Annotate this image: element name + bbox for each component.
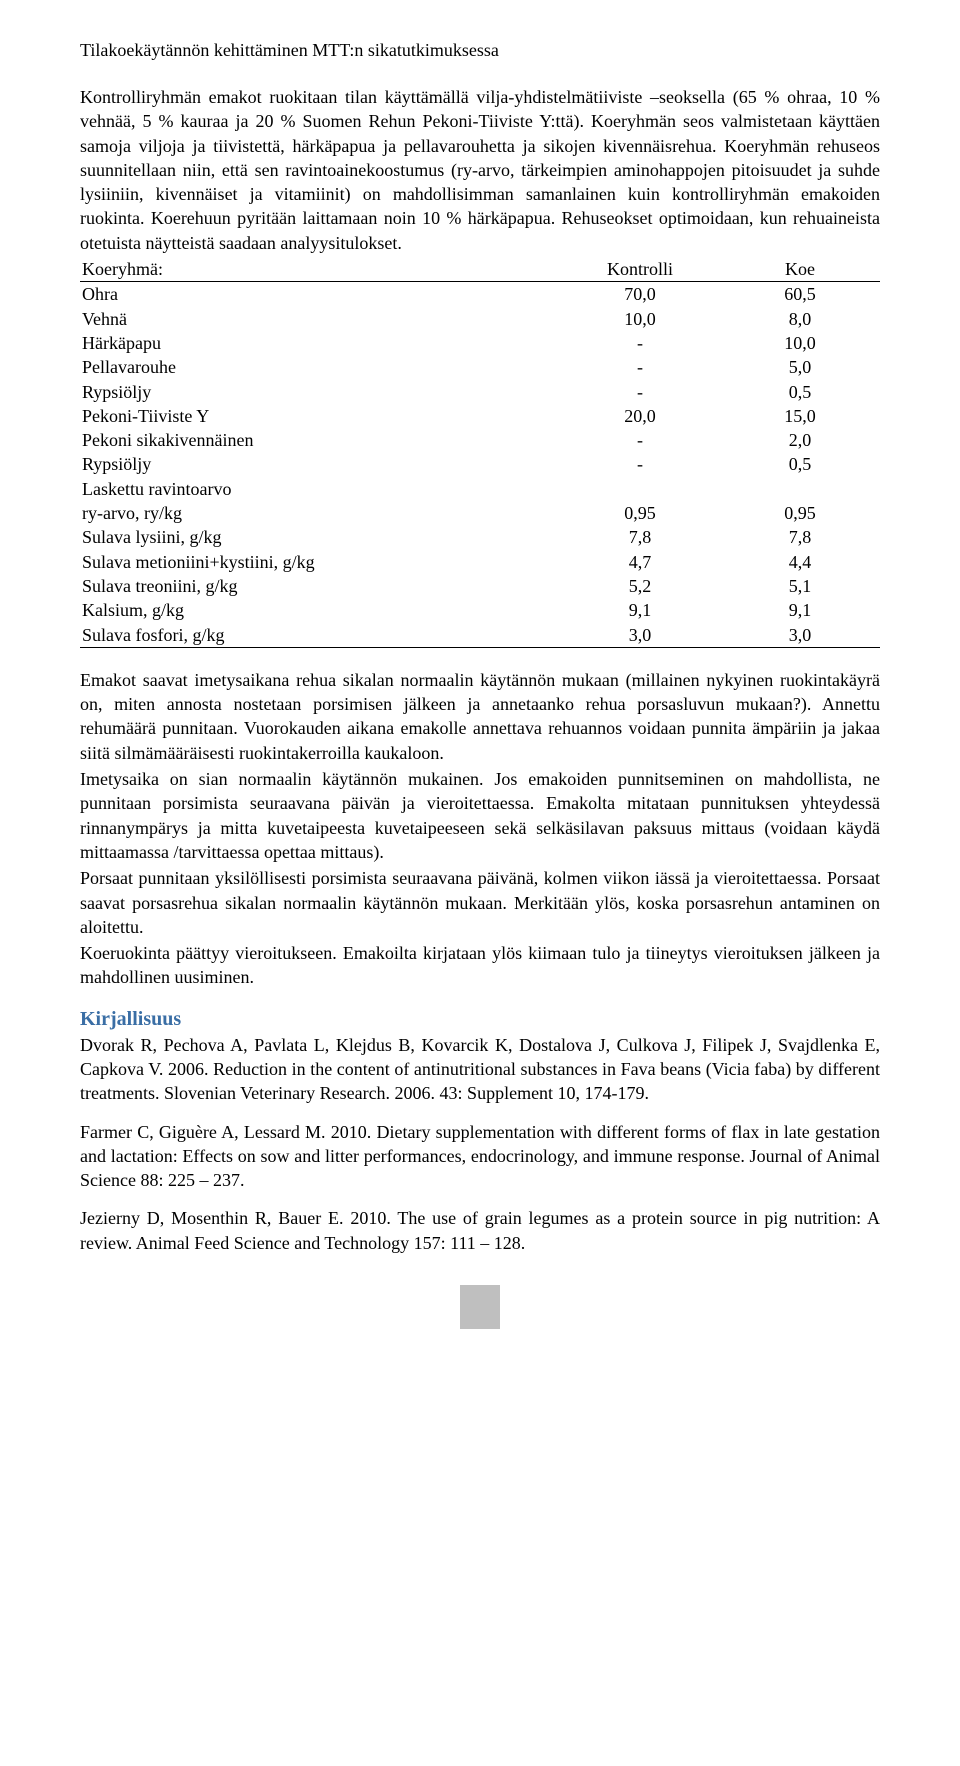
cell-e: 15,0: [720, 404, 880, 428]
body-paragraph-2: Emakot saavat imetysaikana rehua sikalan…: [80, 668, 880, 765]
cell-e: 3,0: [720, 623, 880, 648]
reference-item: Jezierny D, Mosenthin R, Bauer E. 2010. …: [80, 1206, 880, 1255]
table-row: Sulava lysiini, g/kg7,87,8: [80, 525, 880, 549]
cell-k: -: [560, 428, 720, 452]
cell-k: 20,0: [560, 404, 720, 428]
page-number-box: [460, 1285, 500, 1329]
cell-e: 60,5: [720, 282, 880, 307]
cell-k: 4,7: [560, 550, 720, 574]
cell-label: Pekoni sikakivennäinen: [80, 428, 560, 452]
reference-item: Farmer C, Giguère A, Lessard M. 2010. Di…: [80, 1120, 880, 1193]
cell-k: 3,0: [560, 623, 720, 648]
references-heading: Kirjallisuus: [80, 1008, 880, 1031]
cell-label: Rypsiöljy: [80, 452, 560, 476]
cell-k: -: [560, 355, 720, 379]
running-header: Tilakoekäytännön kehittäminen MTT:n sika…: [80, 40, 880, 61]
cell-e: 8,0: [720, 307, 880, 331]
cell-e: 0,95: [720, 501, 880, 525]
table-row: Vehnä10,08,0: [80, 307, 880, 331]
table-row: Rypsiöljy-0,5: [80, 452, 880, 476]
cell-k: -: [560, 380, 720, 404]
cell-e: 5,0: [720, 355, 880, 379]
body-paragraph-4: Porsaat punnitaan yksilöllisesti porsimi…: [80, 866, 880, 939]
cell-k: [560, 477, 720, 501]
page-footer: [80, 1285, 880, 1334]
cell-e: [720, 477, 880, 501]
cell-k: 10,0: [560, 307, 720, 331]
cell-k: 70,0: [560, 282, 720, 307]
th-label: Koeryhmä:: [80, 257, 560, 282]
cell-label: Pellavarouhe: [80, 355, 560, 379]
cell-label: Laskettu ravintoarvo: [80, 477, 560, 501]
cell-k: 0,95: [560, 501, 720, 525]
cell-label: Sulava treoniini, g/kg: [80, 574, 560, 598]
cell-k: 7,8: [560, 525, 720, 549]
cell-k: 9,1: [560, 598, 720, 622]
table-header-row: Koeryhmä: Kontrolli Koe: [80, 257, 880, 282]
cell-e: 10,0: [720, 331, 880, 355]
table-row: Sulava treoniini, g/kg5,25,1: [80, 574, 880, 598]
table-row: Pellavarouhe-5,0: [80, 355, 880, 379]
body-paragraph-5: Koeruokinta päättyy vieroitukseen. Emako…: [80, 941, 880, 990]
cell-k: 5,2: [560, 574, 720, 598]
cell-label: Vehnä: [80, 307, 560, 331]
cell-e: 0,5: [720, 452, 880, 476]
cell-label: Pekoni-Tiiviste Y: [80, 404, 560, 428]
cell-e: 2,0: [720, 428, 880, 452]
cell-label: Sulava metioniini+kystiini, g/kg: [80, 550, 560, 574]
table-row: Pekoni-Tiiviste Y20,015,0: [80, 404, 880, 428]
cell-label: ry-arvo, ry/kg: [80, 501, 560, 525]
reference-item: Dvorak R, Pechova A, Pavlata L, Klejdus …: [80, 1033, 880, 1106]
cell-e: 5,1: [720, 574, 880, 598]
intro-paragraph: Kontrolliryhmän emakot ruokitaan tilan k…: [80, 85, 880, 255]
cell-e: 0,5: [720, 380, 880, 404]
cell-e: 9,1: [720, 598, 880, 622]
table-row: Härkäpapu-10,0: [80, 331, 880, 355]
th-koe: Koe: [720, 257, 880, 282]
table-row: Ohra70,060,5: [80, 282, 880, 307]
cell-k: -: [560, 331, 720, 355]
cell-label: Härkäpapu: [80, 331, 560, 355]
cell-label: Ohra: [80, 282, 560, 307]
body-paragraph-3: Imetysaika on sian normaalin käytännön m…: [80, 767, 880, 864]
cell-label: Sulava fosfori, g/kg: [80, 623, 560, 648]
table-row: Sulava metioniini+kystiini, g/kg4,74,4: [80, 550, 880, 574]
table-row: Pekoni sikakivennäinen-2,0: [80, 428, 880, 452]
cell-label: Rypsiöljy: [80, 380, 560, 404]
cell-label: Sulava lysiini, g/kg: [80, 525, 560, 549]
page: Tilakoekäytännön kehittäminen MTT:n sika…: [0, 0, 960, 1374]
table-row: Kalsium, g/kg9,19,1: [80, 598, 880, 622]
cell-k: -: [560, 452, 720, 476]
cell-e: 7,8: [720, 525, 880, 549]
table-row: Rypsiöljy-0,5: [80, 380, 880, 404]
cell-e: 4,4: [720, 550, 880, 574]
th-kontrolli: Kontrolli: [560, 257, 720, 282]
cell-label: Kalsium, g/kg: [80, 598, 560, 622]
table-row: Sulava fosfori, g/kg3,03,0: [80, 623, 880, 648]
feed-table: Koeryhmä: Kontrolli Koe Ohra70,060,5 Veh…: [80, 257, 880, 648]
table-row: ry-arvo, ry/kg0,950,95: [80, 501, 880, 525]
table-row: Laskettu ravintoarvo: [80, 477, 880, 501]
